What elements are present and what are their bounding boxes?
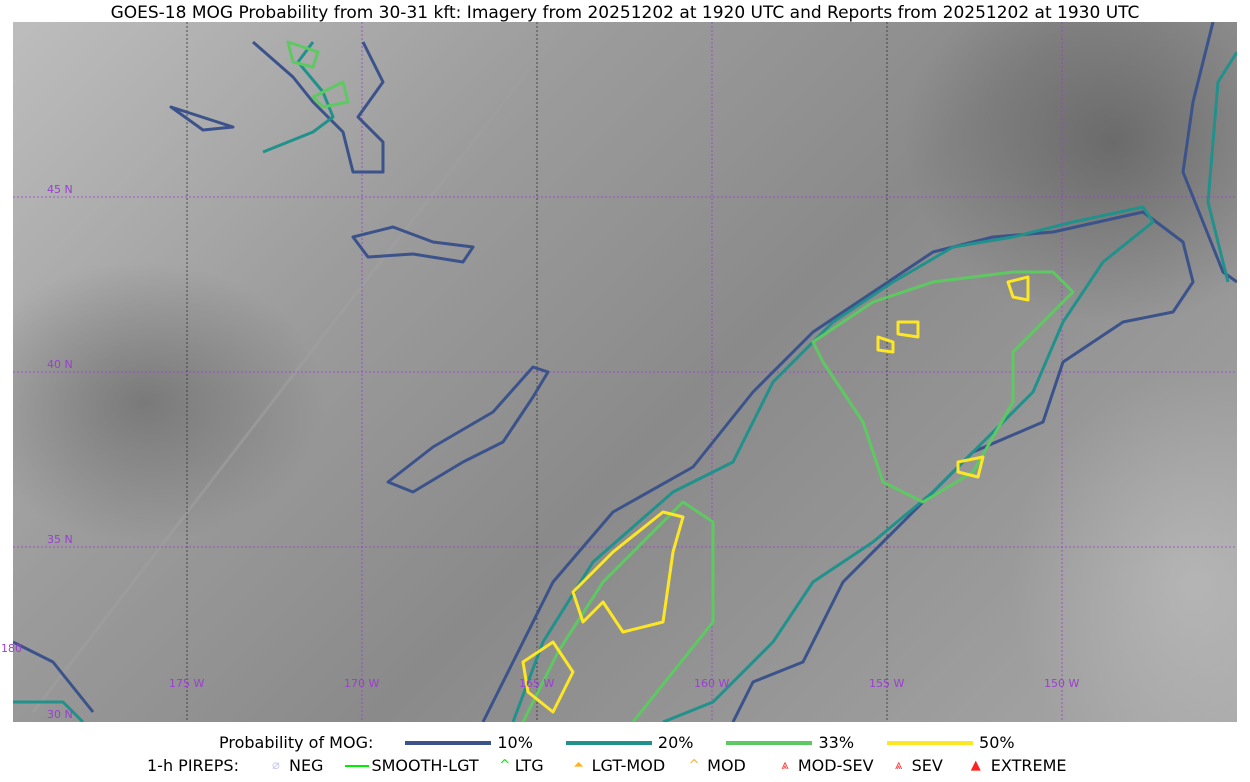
pirep-extreme-label: EXTREME (990, 756, 1067, 775)
pirep-neg: ⌀ NEG (265, 756, 323, 775)
prob-50: 50% (887, 733, 1015, 752)
contour-33 (521, 500, 715, 722)
prob-33: 33% (726, 733, 854, 752)
contour-10-e (13, 640, 95, 713)
lat-label-45n: 45 N (47, 183, 73, 196)
contour-33-b (811, 270, 1075, 504)
lon-label-160w: 160 W (694, 677, 730, 690)
satellite-map: 45 N 40 N 35 N 30 N 180 175 W 170 W 165 … (1, 22, 1237, 722)
probability-legend: Probability of MOG: 10% 20% 33% 50% (219, 733, 1015, 752)
lat-label-30n: 30 N (47, 708, 73, 721)
caret-icon-mod: ^ (688, 758, 700, 773)
contour-10-a (351, 225, 475, 264)
pirep-mod: ^ MOD (683, 756, 746, 775)
lon-label-150w: 150 W (1044, 677, 1080, 690)
prob-20: 20% (565, 733, 694, 752)
pirep-sev: ⩓ SEV (888, 756, 943, 775)
map-overlay (13, 22, 1237, 722)
pirep-sev-label: SEV (911, 756, 943, 775)
pirep-mod-sev-label: MOD-SEV (797, 756, 874, 775)
pirep-ltg: ^ LTG (497, 756, 544, 775)
contour-50 (521, 640, 575, 714)
prob-20-label: 20% (657, 733, 694, 752)
double-caret-bar-icon: ⩓ (781, 758, 789, 773)
prob-33-label: 33% (818, 733, 855, 752)
prob-10: 10% (405, 733, 533, 752)
line-icon (345, 764, 370, 767)
pirep-smooth-lgt: SMOOTH-LGT (345, 756, 479, 775)
contour-33-n (286, 40, 350, 109)
pirep-extreme: ▲ EXTREME (963, 756, 1067, 775)
pirep-ltg-label: LTG (514, 756, 544, 775)
pirep-mod-sev: ⩓ MOD-SEV (774, 756, 874, 775)
contour-10-c (169, 105, 235, 132)
swatch-10 (405, 740, 492, 745)
lon-label-170w: 170 W (344, 677, 380, 690)
pirep-neg-label: NEG (288, 756, 324, 775)
double-caret-icon: ⩓ (894, 758, 903, 773)
contour-10-n (252, 40, 385, 174)
filled-triangle-icon: ▲ (970, 758, 981, 773)
pirep-legend-title: 1-h PIREPS: (147, 756, 239, 775)
lon-label-165w: 165 W (519, 677, 555, 690)
swatch-33 (726, 740, 813, 745)
pirep-mod-label: MOD (707, 756, 746, 775)
caret-icon: ^ (499, 758, 511, 773)
mog-contours (13, 22, 1237, 722)
contour-20-e (1206, 51, 1237, 283)
map-title: GOES-18 MOG Probability from 30-31 kft: … (110, 3, 1140, 23)
contour-10-b (386, 365, 550, 494)
contour-10-d (1181, 22, 1237, 284)
lon-label-175w: 175 W (169, 677, 205, 690)
contour-20 (511, 205, 1155, 722)
lat-gridlines (13, 196, 1237, 548)
pirep-lgt-mod-label: LGT-MOD (591, 756, 666, 775)
swatch-50 (887, 740, 974, 745)
lat-label-40n: 40 N (47, 358, 73, 371)
caret-bar-icon: ⏶ (573, 758, 584, 773)
lon-label-155w: 155 W (869, 677, 905, 690)
contour-50-c (876, 275, 1030, 479)
pirep-lgt-mod: ⏶ LGT-MOD (568, 756, 666, 775)
contour-20-w (13, 700, 85, 722)
pirep-legend: 1-h PIREPS: ⌀ NEG SMOOTH-LGT ^ LTG ⏶ LGT-MO… (147, 756, 1066, 775)
lon-label-180: 180 (1, 642, 22, 655)
prob-50-label: 50% (979, 733, 1015, 752)
contour-50-b (571, 510, 685, 634)
prob-10-label: 10% (497, 733, 533, 752)
prob-legend-title: Probability of MOG: (219, 733, 374, 752)
contour-10 (481, 210, 1195, 722)
neg-circle-icon: ⌀ (272, 758, 280, 773)
pirep-smooth-lgt-label: SMOOTH-LGT (371, 756, 479, 775)
lat-label-35n: 35 N (47, 533, 73, 546)
swatch-20 (565, 740, 652, 745)
satellite-artifact-line (31, 31, 560, 713)
